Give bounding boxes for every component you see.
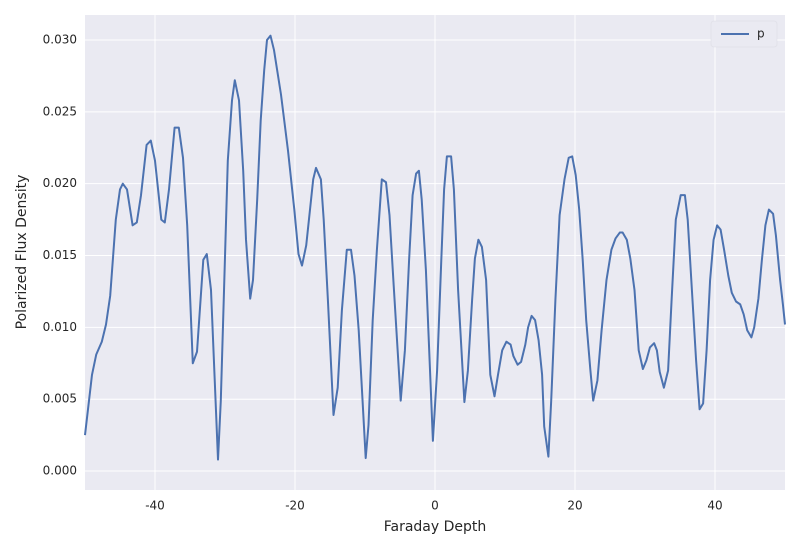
legend-label: p: [757, 27, 765, 41]
x-tick-label: -40: [145, 499, 165, 513]
x-tick-label: 40: [707, 499, 722, 513]
x-tick-label: 20: [567, 499, 582, 513]
series-line: [84, 34, 786, 461]
y-tick-label: 0.030: [43, 33, 77, 47]
legend: p: [710, 20, 778, 48]
grid: [85, 15, 785, 490]
y-tick-label: 0.020: [43, 176, 77, 190]
y-tick-label: 0.025: [43, 104, 77, 118]
y-tick-label: 0.000: [43, 464, 77, 478]
y-tick-label: 0.010: [43, 320, 77, 334]
y-tick-label: 0.015: [43, 248, 77, 262]
x-axis-label: Faraday Depth: [384, 519, 487, 535]
y-axis-label: Polarized Flux Density: [14, 175, 30, 330]
marks: [84, 34, 786, 461]
x-tick-label: 0: [431, 499, 439, 513]
y-tick-label: 0.005: [43, 392, 77, 406]
x-tick-label: -20: [285, 499, 305, 513]
